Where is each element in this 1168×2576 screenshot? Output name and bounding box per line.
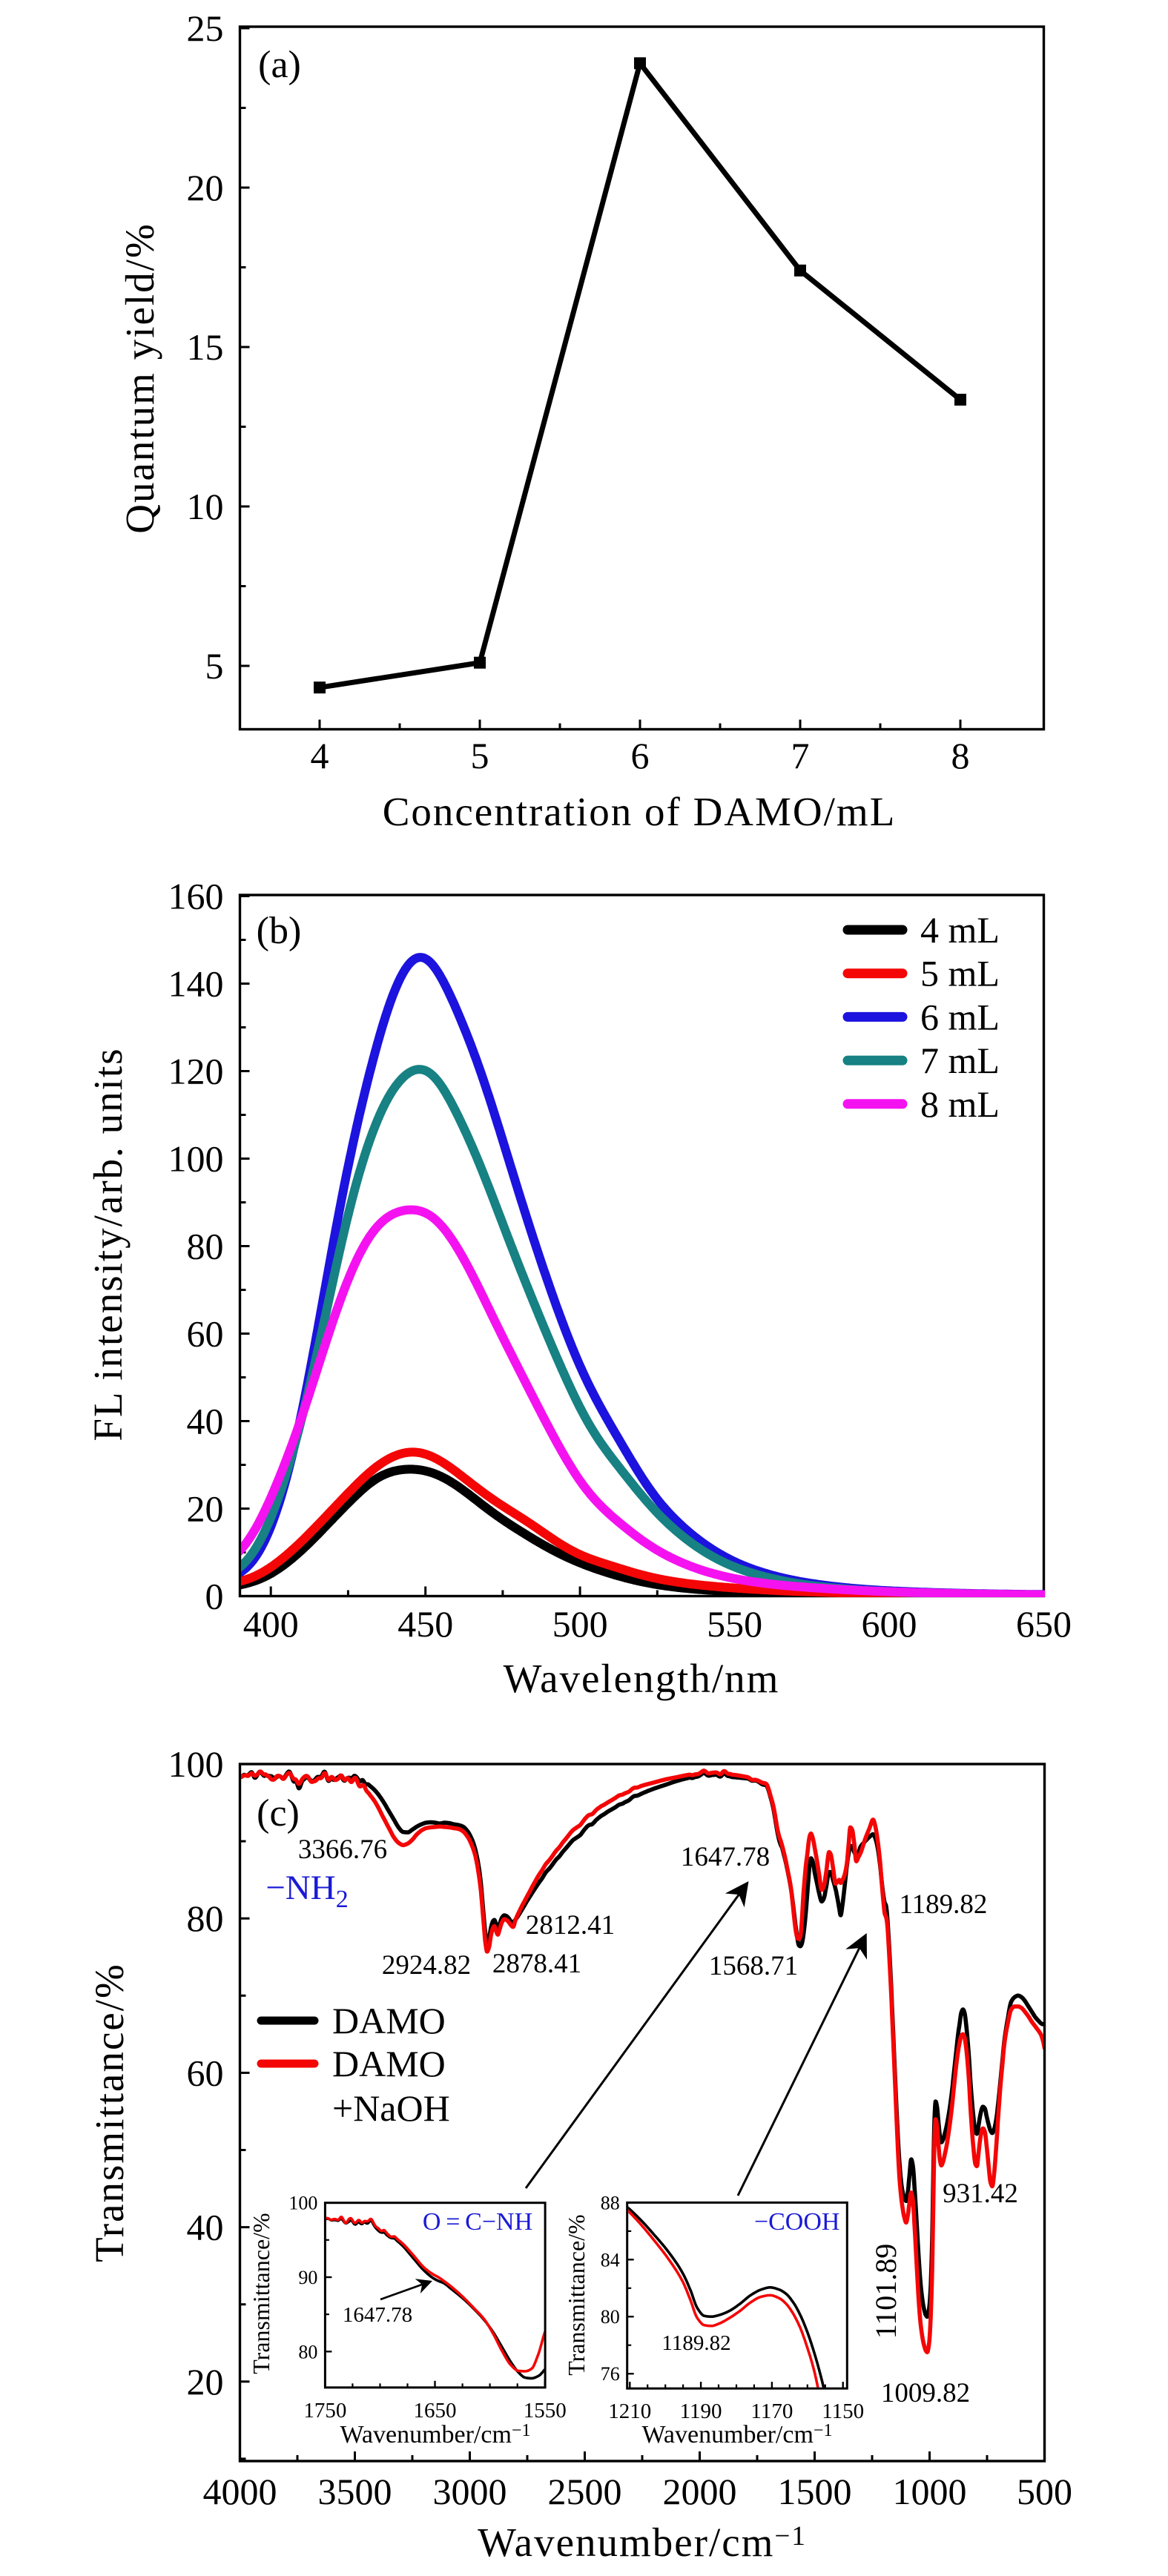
svg-text:1009.82: 1009.82 bbox=[881, 2378, 970, 2408]
svg-text:1000: 1000 bbox=[893, 2471, 967, 2512]
svg-text:500: 500 bbox=[552, 1603, 608, 1645]
svg-text:(c): (c) bbox=[257, 1792, 300, 1834]
svg-text:5: 5 bbox=[471, 735, 489, 776]
svg-text:Wavenumber/cm−1: Wavenumber/cm−1 bbox=[478, 2520, 807, 2565]
svg-text:(a): (a) bbox=[258, 44, 301, 86]
svg-text:1550: 1550 bbox=[524, 2399, 567, 2423]
svg-text:15: 15 bbox=[187, 326, 224, 368]
svg-text:1500: 1500 bbox=[778, 2471, 852, 2512]
svg-text:1189.82: 1189.82 bbox=[661, 2331, 730, 2355]
svg-text:−COOH: −COOH bbox=[754, 2208, 840, 2236]
svg-text:400: 400 bbox=[243, 1603, 299, 1645]
svg-text:DAMO: DAMO bbox=[332, 2043, 446, 2084]
svg-text:931.42: 931.42 bbox=[943, 2179, 1018, 2209]
svg-text:1189.82: 1189.82 bbox=[900, 1889, 988, 1920]
svg-text:160: 160 bbox=[168, 876, 224, 917]
svg-text:FL intensity/arb. units: FL intensity/arb. units bbox=[85, 1047, 131, 1441]
svg-text:Concentration of DAMO/mL: Concentration of DAMO/mL bbox=[383, 789, 897, 834]
svg-text:550: 550 bbox=[707, 1603, 762, 1645]
svg-text:500: 500 bbox=[1017, 2471, 1072, 2512]
svg-text:+NaOH: +NaOH bbox=[332, 2087, 450, 2129]
svg-text:4 mL: 4 mL bbox=[920, 909, 1000, 951]
svg-text:Transmittance/%: Transmittance/% bbox=[87, 1963, 132, 2262]
svg-text:10: 10 bbox=[187, 486, 224, 527]
svg-text:1750: 1750 bbox=[303, 2399, 346, 2423]
svg-text:100: 100 bbox=[288, 2193, 317, 2214]
svg-text:1647.78: 1647.78 bbox=[343, 2303, 412, 2327]
svg-text:2878.41: 2878.41 bbox=[492, 1949, 581, 1979]
svg-text:76: 76 bbox=[601, 2363, 620, 2385]
svg-text:2924.82: 2924.82 bbox=[382, 1950, 471, 1981]
svg-text:20: 20 bbox=[187, 1488, 224, 1530]
svg-text:DAMO: DAMO bbox=[332, 2000, 446, 2041]
svg-text:90: 90 bbox=[298, 2267, 317, 2288]
svg-text:Wavenumber/cm−1: Wavenumber/cm−1 bbox=[340, 2421, 531, 2448]
svg-text:Quantum yield/%: Quantum yield/% bbox=[117, 222, 162, 534]
svg-text:20: 20 bbox=[187, 2361, 224, 2402]
svg-text:140: 140 bbox=[168, 963, 224, 1005]
svg-text:4000: 4000 bbox=[203, 2471, 277, 2512]
svg-text:Wavelength/nm: Wavelength/nm bbox=[504, 1656, 780, 1701]
svg-text:450: 450 bbox=[397, 1603, 453, 1645]
svg-text:(b): (b) bbox=[257, 910, 302, 952]
svg-text:80: 80 bbox=[187, 1898, 224, 1939]
svg-text:120: 120 bbox=[168, 1051, 224, 1092]
svg-text:5: 5 bbox=[205, 645, 224, 687]
svg-text:80: 80 bbox=[298, 2341, 317, 2362]
svg-text:84: 84 bbox=[601, 2249, 620, 2270]
svg-text:−NH2: −NH2 bbox=[265, 1869, 348, 1913]
svg-text:7 mL: 7 mL bbox=[920, 1040, 1000, 1081]
svg-text:80: 80 bbox=[187, 1226, 224, 1267]
svg-text:3366.76: 3366.76 bbox=[298, 1834, 387, 1865]
svg-text:650: 650 bbox=[1016, 1603, 1072, 1645]
svg-text:2812.41: 2812.41 bbox=[526, 1910, 615, 1941]
svg-text:100: 100 bbox=[168, 1743, 224, 1785]
svg-text:88: 88 bbox=[601, 2192, 620, 2213]
svg-text:60: 60 bbox=[187, 2052, 224, 2093]
svg-text:1190: 1190 bbox=[680, 2400, 722, 2423]
svg-text:80: 80 bbox=[601, 2306, 620, 2328]
svg-text:Transmittance/%: Transmittance/% bbox=[248, 2213, 274, 2374]
svg-text:40: 40 bbox=[187, 2207, 224, 2248]
svg-text:1650: 1650 bbox=[414, 2399, 457, 2423]
svg-text:4: 4 bbox=[311, 735, 329, 776]
svg-text:100: 100 bbox=[168, 1138, 224, 1180]
svg-text:0: 0 bbox=[205, 1576, 224, 1617]
svg-text:Wavenumber/cm−1: Wavenumber/cm−1 bbox=[642, 2421, 833, 2448]
svg-text:3500: 3500 bbox=[318, 2471, 392, 2512]
svg-text:2500: 2500 bbox=[548, 2471, 622, 2512]
svg-text:8: 8 bbox=[951, 735, 970, 776]
svg-text:1101.89: 1101.89 bbox=[869, 2244, 903, 2339]
svg-text:60: 60 bbox=[187, 1313, 224, 1355]
svg-text:1647.78: 1647.78 bbox=[681, 1842, 770, 1872]
svg-text:3000: 3000 bbox=[433, 2471, 507, 2512]
svg-text:1568.71: 1568.71 bbox=[709, 1951, 798, 1981]
svg-text:6 mL: 6 mL bbox=[920, 996, 1000, 1037]
svg-text:6: 6 bbox=[631, 735, 650, 776]
svg-text:1210: 1210 bbox=[608, 2400, 651, 2423]
svg-text:5 mL: 5 mL bbox=[920, 953, 1000, 994]
svg-text:7: 7 bbox=[791, 735, 810, 776]
svg-text:2000: 2000 bbox=[663, 2471, 737, 2512]
svg-text:8 mL: 8 mL bbox=[920, 1083, 1000, 1125]
svg-text:25: 25 bbox=[187, 7, 224, 49]
svg-text:20: 20 bbox=[187, 167, 224, 208]
svg-text:1150: 1150 bbox=[822, 2400, 864, 2423]
svg-text:600: 600 bbox=[862, 1603, 917, 1645]
svg-text:40: 40 bbox=[187, 1401, 224, 1442]
svg-text:Transmittance/%: Transmittance/% bbox=[563, 2214, 590, 2375]
svg-text:1170: 1170 bbox=[750, 2400, 793, 2423]
svg-text:O = C−NH: O = C−NH bbox=[423, 2208, 532, 2236]
